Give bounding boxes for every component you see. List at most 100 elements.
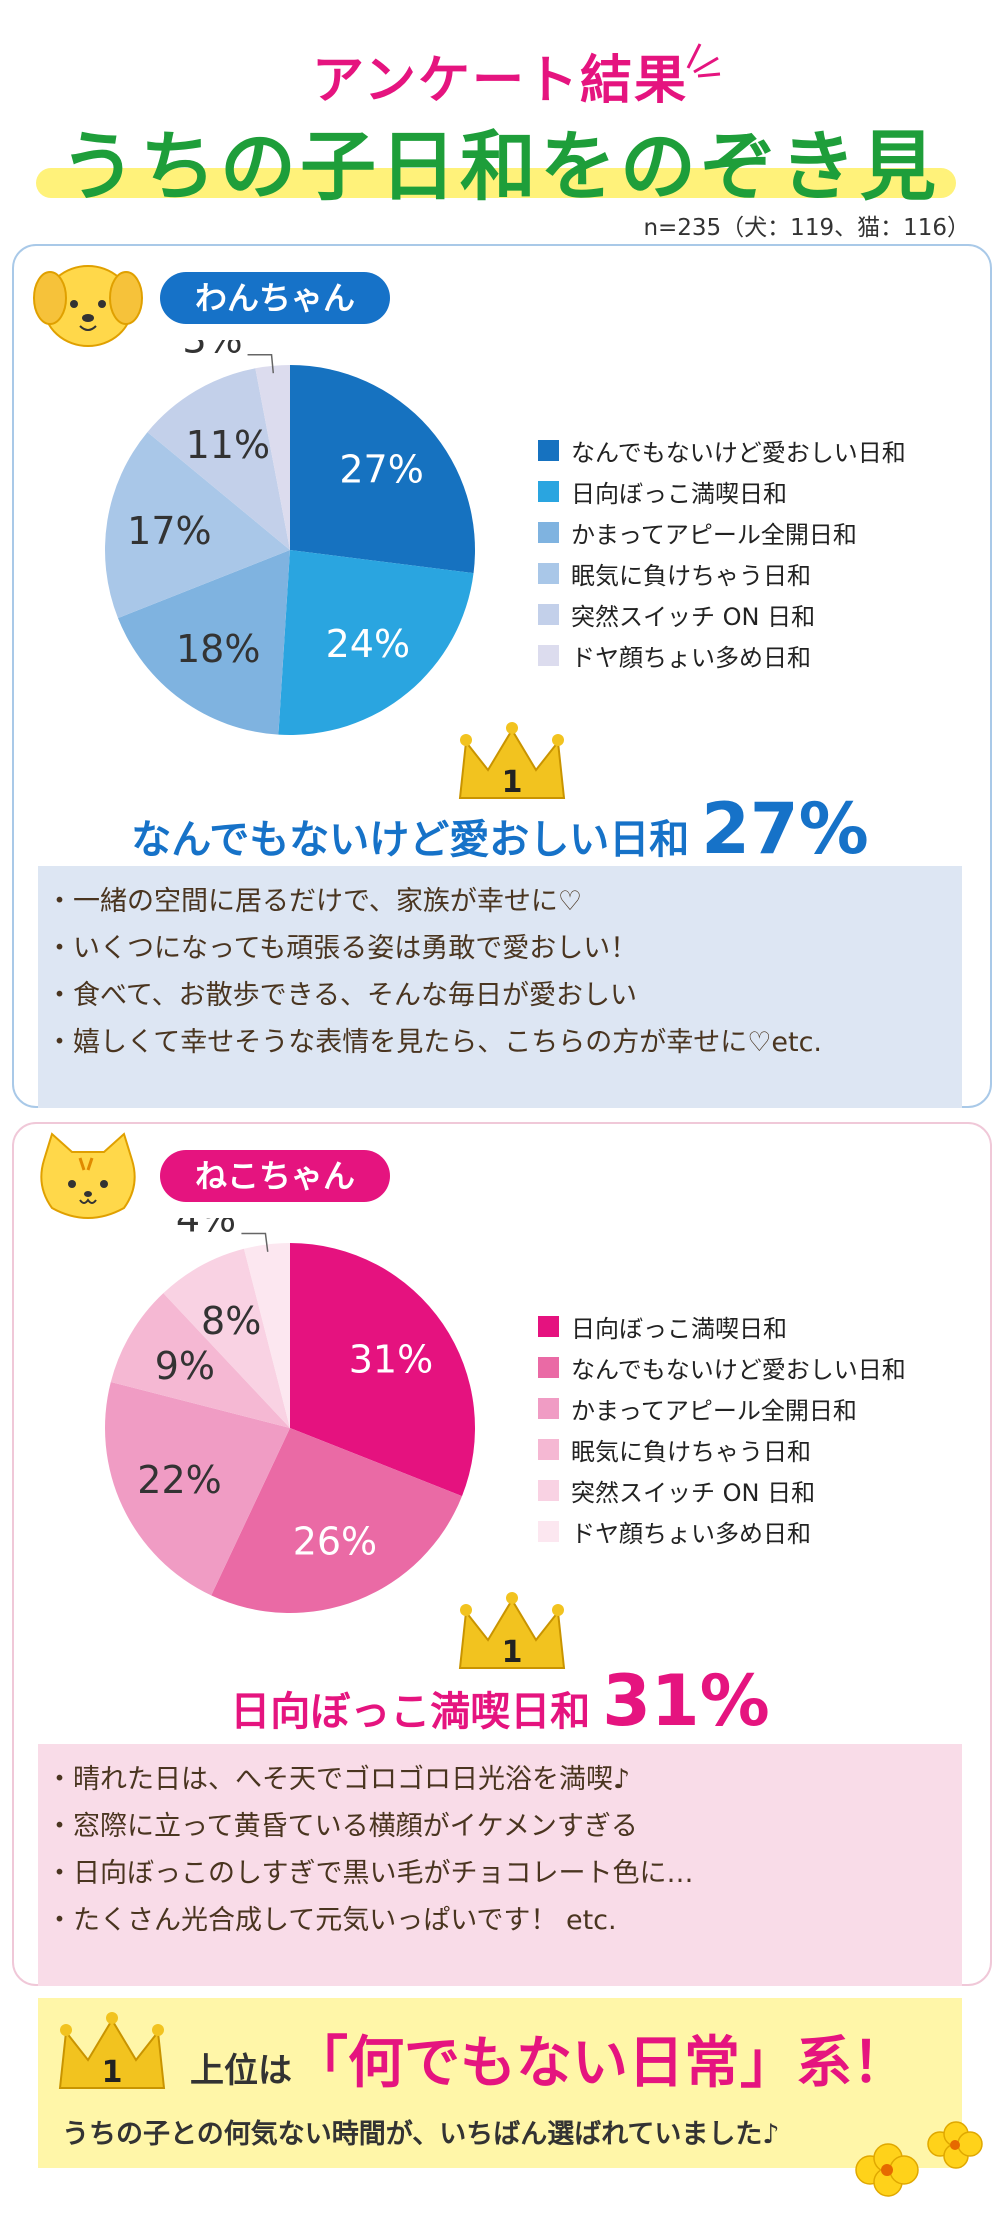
slice-label: 11% (186, 423, 270, 467)
dog-winner-value: 27% (701, 788, 869, 870)
pie-slice (243, 1243, 290, 1428)
legend-label: ドヤ顔ちょい多め日和 (571, 1520, 811, 1548)
legend-item: なんでもないけど愛おしい日和 (538, 1347, 978, 1388)
pie-slice (290, 365, 475, 574)
legend-item: 眠気に負けちゃう日和 (538, 553, 978, 594)
legend-swatch (538, 522, 559, 543)
quote-item: ・一緒の空間に居るだけで、家族が幸せに♡ (46, 886, 583, 917)
crown-rank: 1 (102, 2055, 123, 2090)
title-highlight (36, 168, 956, 198)
legend-swatch (538, 1439, 559, 1460)
leader-line (247, 354, 275, 374)
pie-slice (110, 1293, 290, 1428)
legend-label: かまってアピール全開日和 (571, 521, 857, 549)
pie-slice (278, 550, 474, 735)
legend-label: ドヤ顔ちょい多め日和 (571, 644, 811, 672)
legend-label: かまってアピール全開日和 (571, 1397, 857, 1425)
main-title: うちの子日和をのぞき見 (60, 122, 940, 211)
quote-item: ・嬉しくて幸せそうな表情を見たら、こちらの方が幸せに♡etc. (46, 1027, 823, 1058)
legend-swatch (538, 440, 559, 461)
legend-label: 眠気に負けちゃう日和 (571, 562, 811, 590)
slice-label: 27% (339, 447, 423, 491)
legend-swatch (538, 604, 559, 625)
quote-item: ・たくさん光合成して元気いっぱいです！ etc. (46, 1905, 617, 1936)
cat-winner-label: 日向ぼっこ満喫日和 (230, 1689, 591, 1735)
legend-item: ドヤ顔ちょい多め日和 (538, 1511, 978, 1552)
slice-label: 8% (201, 1299, 261, 1343)
cat-legend: 日向ぼっこ満喫日和なんでもないけど愛おしい日和 かまってアピール全開日和眠気に負け… (538, 1306, 978, 1552)
flower-icon (855, 2121, 983, 2197)
cat-winner-value: 31% (602, 1660, 770, 1742)
legend-swatch (538, 1398, 559, 1419)
dog-pie-chart: 27% 24% 18% 17% 11% 3% (105, 340, 475, 735)
summary-lead: 上位は (190, 2051, 292, 2091)
quote-item: ・日向ぼっこのしすぎで黒い毛がチョコレート色に… (46, 1858, 694, 1889)
crown-icon: 1 (458, 722, 566, 800)
legend-swatch (538, 1480, 559, 1501)
pie-slice (104, 1381, 290, 1596)
dog-legend: なんでもないけど愛おしい日和 日向ぼっこ満喫日和かまってアピール全開日和 眠気に負け… (538, 430, 978, 676)
slice-label: 3% (182, 340, 242, 362)
slice-label: 24% (326, 622, 410, 666)
dog-quotes: ・一緒の空間に居るだけで、家族が幸せに♡ ・いくつになっても頑張る姿は勇敢で愛お… (38, 866, 962, 1108)
crown-rank: 1 (502, 1635, 523, 1670)
legend-swatch (538, 563, 559, 584)
slice-label: 31% (349, 1337, 433, 1381)
slice-label: 22% (137, 1458, 221, 1502)
crown-rank: 1 (502, 765, 523, 800)
legend-swatch (538, 1316, 559, 1337)
slice-label: 26% (293, 1520, 377, 1564)
legend-label: なんでもないけど愛おしい日和 (571, 439, 906, 467)
legend-item: かまってアピール全開日和 (538, 1388, 978, 1429)
legend-item: 日向ぼっこ満喫日和 (538, 471, 978, 512)
slice-label: 17% (127, 509, 211, 553)
dog-winner-label: なんでもないけど愛おしい日和 (131, 817, 690, 863)
sparkle-icon (686, 43, 721, 78)
legend-item: ドヤ顔ちょい多め日和 (538, 635, 978, 676)
slice-label: 18% (176, 627, 260, 671)
legend-label: なんでもないけど愛おしい日和 (571, 1356, 906, 1384)
summary-box (38, 1998, 962, 2168)
legend-label: 日向ぼっこ満喫日和 (571, 1315, 787, 1343)
summary-highlight: 「何でもない日常」系！ (292, 2031, 908, 2096)
dog-label: わんちゃん (160, 272, 390, 324)
quote-item: ・窓際に立って黄昏ている横顔がイケメンすぎる (46, 1811, 638, 1842)
cat-winner: 日向ぼっこ満喫日和 31% (0, 1660, 1000, 1742)
legend-item: 日向ぼっこ満喫日和 (538, 1306, 978, 1347)
cat-pie-chart: 31% 26% 22% 9%8% 4% (104, 1218, 475, 1613)
cat-face-icon (40, 1132, 136, 1219)
legend-swatch (538, 481, 559, 502)
legend-item: 眠気に負けちゃう日和 (538, 1429, 978, 1470)
crown-icon: 1 (58, 2012, 166, 2090)
legend-item: 突然スイッチ ON 日和 (538, 1470, 978, 1511)
quote-item: ・いくつになっても頑張る姿は勇敢で愛おしい！ (46, 933, 638, 964)
legend-swatch (538, 1357, 559, 1378)
dog-face-icon (33, 265, 143, 347)
pie-slice (163, 1248, 290, 1428)
survey-title: アンケート結果 (312, 51, 688, 111)
summary-note: うちの子との何気ない時間が、いちばん選ばれていました♪ (62, 2119, 780, 2150)
legend-label: 突然スイッチ ON 日和 (571, 1479, 816, 1507)
pie-slice (255, 365, 290, 550)
dog-winner: なんでもないけど愛おしい日和 27% (0, 788, 1000, 870)
legend-label: 突然スイッチ ON 日和 (571, 603, 816, 631)
slice-label: 4% (176, 1218, 236, 1240)
legend-item: かまってアピール全開日和 (538, 512, 978, 553)
crown-icon: 1 (458, 1592, 566, 1670)
quote-item: ・晴れた日は、へそ天でゴロゴロ日光浴を満喫♪ (46, 1764, 631, 1795)
legend-swatch (538, 645, 559, 666)
slice-label: 9% (155, 1344, 215, 1388)
sample-size: n=235（犬：119、猫：116） (643, 215, 970, 241)
cat-label: ねこちゃん (160, 1150, 390, 1202)
pie-slice (147, 368, 290, 550)
pie-slice (117, 550, 290, 735)
summary-headline: 上位は「何でもない日常」系！ (190, 2018, 908, 2099)
legend-item: なんでもないけど愛おしい日和 (538, 430, 978, 471)
cat-quotes: ・晴れた日は、へそ天でゴロゴロ日光浴を満喫♪ ・窓際に立って黄昏ている横顔がイケ… (38, 1744, 962, 1986)
pie-slice (211, 1428, 463, 1613)
legend-label: 日向ぼっこ満喫日和 (571, 480, 787, 508)
legend-item: 突然スイッチ ON 日和 (538, 594, 978, 635)
quote-item: ・食べて、お散歩できる、そんな毎日が愛おしい (46, 980, 638, 1011)
leader-line (241, 1232, 269, 1252)
pie-slice (105, 432, 291, 619)
